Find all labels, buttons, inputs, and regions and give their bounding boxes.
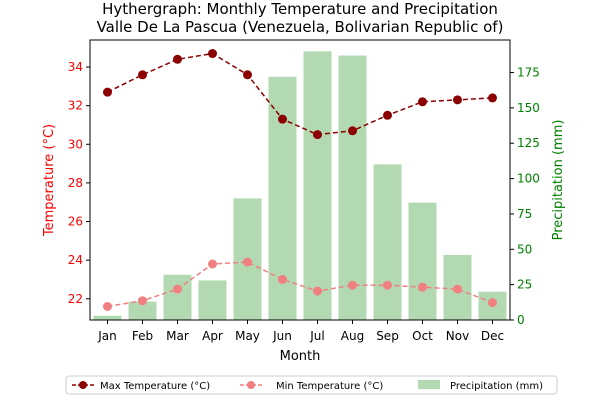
legend-item-min-temp: Min Temperature (°C) (240, 381, 383, 392)
max-temp-point-feb (138, 70, 147, 80)
x-tick-label: Apr (202, 329, 223, 343)
min-temp-point-nov (453, 284, 462, 294)
legend-label-max-temp: Max Temperature (°C) (100, 381, 210, 392)
right-tick-label: 150 (517, 101, 540, 115)
min-temp-point-feb (138, 296, 147, 306)
left-axis-label: Temperature (°C) (42, 124, 57, 237)
x-tick-label: Feb (132, 329, 153, 343)
right-tick-label: 75 (517, 207, 532, 221)
legend-item-max-temp: Max Temperature (°C) (72, 381, 210, 392)
left-tick-label: 28 (68, 176, 83, 190)
max-temp-point-nov (453, 95, 462, 105)
max-temp-line (107, 52, 493, 136)
max-temp-point-jun (278, 114, 287, 124)
x-tick-label: Jan (97, 329, 117, 343)
left-axis-ticks: 22 24 26 28 30 32 34 (68, 60, 90, 306)
max-temp-point-aug (348, 126, 357, 136)
max-temp-point-sep (383, 110, 392, 120)
x-tick-label: Dec (481, 329, 504, 343)
max-temp-point-jan (103, 87, 112, 97)
left-tick-label: 32 (68, 99, 83, 113)
precip-bar-jan (93, 315, 122, 320)
right-tick-label: 125 (517, 136, 540, 150)
temperature-lines (103, 49, 497, 311)
legend-label-precip: Precipitation (mm) (450, 381, 543, 392)
precip-bar-jul (303, 51, 332, 320)
legend-label-min-temp: Min Temperature (°C) (276, 381, 383, 392)
x-tick-label: Jun (272, 329, 292, 343)
precip-bar-feb (128, 301, 157, 320)
min-temp-point-sep (383, 280, 392, 290)
min-temp-point-jan (103, 301, 112, 311)
precip-bar-aug (338, 55, 367, 321)
left-tick-label: 26 (68, 215, 83, 229)
right-tick-label: 25 (517, 278, 532, 292)
max-temp-point-may (243, 70, 252, 80)
max-temp-point-jul (313, 130, 322, 140)
left-tick-label: 30 (68, 137, 83, 151)
right-axis-ticks: 0 25 50 75 100 125 150 175 (510, 66, 540, 327)
min-temp-point-dec (488, 298, 497, 308)
left-tick-label: 22 (68, 292, 83, 306)
right-tick-label: 100 (517, 172, 540, 186)
precip-bar-sep (373, 164, 402, 320)
max-temp-point-dec (488, 93, 497, 103)
chart-subtitle: Valle De La Pascua (Venezuela, Bolivaria… (97, 18, 504, 36)
x-tick-label: Nov (446, 329, 469, 343)
min-temp-point-mar (173, 284, 182, 294)
max-temp-point-apr (208, 49, 217, 59)
max-temp-point-mar (173, 54, 182, 64)
min-temp-point-oct (418, 282, 427, 292)
right-tick-label: 50 (517, 242, 532, 256)
right-tick-label: 0 (517, 313, 525, 327)
max-temp-point-oct (418, 97, 427, 107)
x-axis-ticks: Jan Feb Mar Apr May Jun Jul Aug Sep Oct Nov Dec (97, 320, 504, 343)
x-axis-label: Month (280, 349, 321, 364)
min-temp-point-may (243, 257, 252, 267)
x-tick-label: Sep (376, 329, 399, 343)
x-tick-label: Mar (166, 329, 189, 343)
x-tick-label: Jul (309, 329, 324, 343)
left-tick-label: 24 (68, 253, 83, 267)
min-temp-point-jul (313, 286, 322, 296)
plot-frame (89, 39, 511, 321)
x-tick-label: Oct (412, 329, 433, 343)
min-temp-point-jun (278, 274, 287, 284)
min-temp-line (107, 261, 493, 308)
legend: Max Temperature (°C) Min Temperature (°C… (65, 375, 558, 395)
right-axis-label: Precipitation (mm) (551, 120, 566, 241)
left-tick-label: 34 (68, 60, 83, 74)
right-tick-label: 175 (517, 66, 540, 80)
legend-item-precip: Precipitation (mm) (418, 380, 543, 392)
precip-bar-oct (408, 202, 437, 320)
precipitation-bars (93, 51, 507, 321)
min-temp-point-aug (348, 280, 357, 290)
x-tick-label: May (235, 329, 260, 343)
min-temp-point-apr (208, 259, 217, 269)
chart-title: Hythergraph: Monthly Temperature and Pre… (102, 0, 498, 18)
x-tick-label: Aug (341, 329, 364, 343)
precip-bar-apr (198, 280, 227, 320)
